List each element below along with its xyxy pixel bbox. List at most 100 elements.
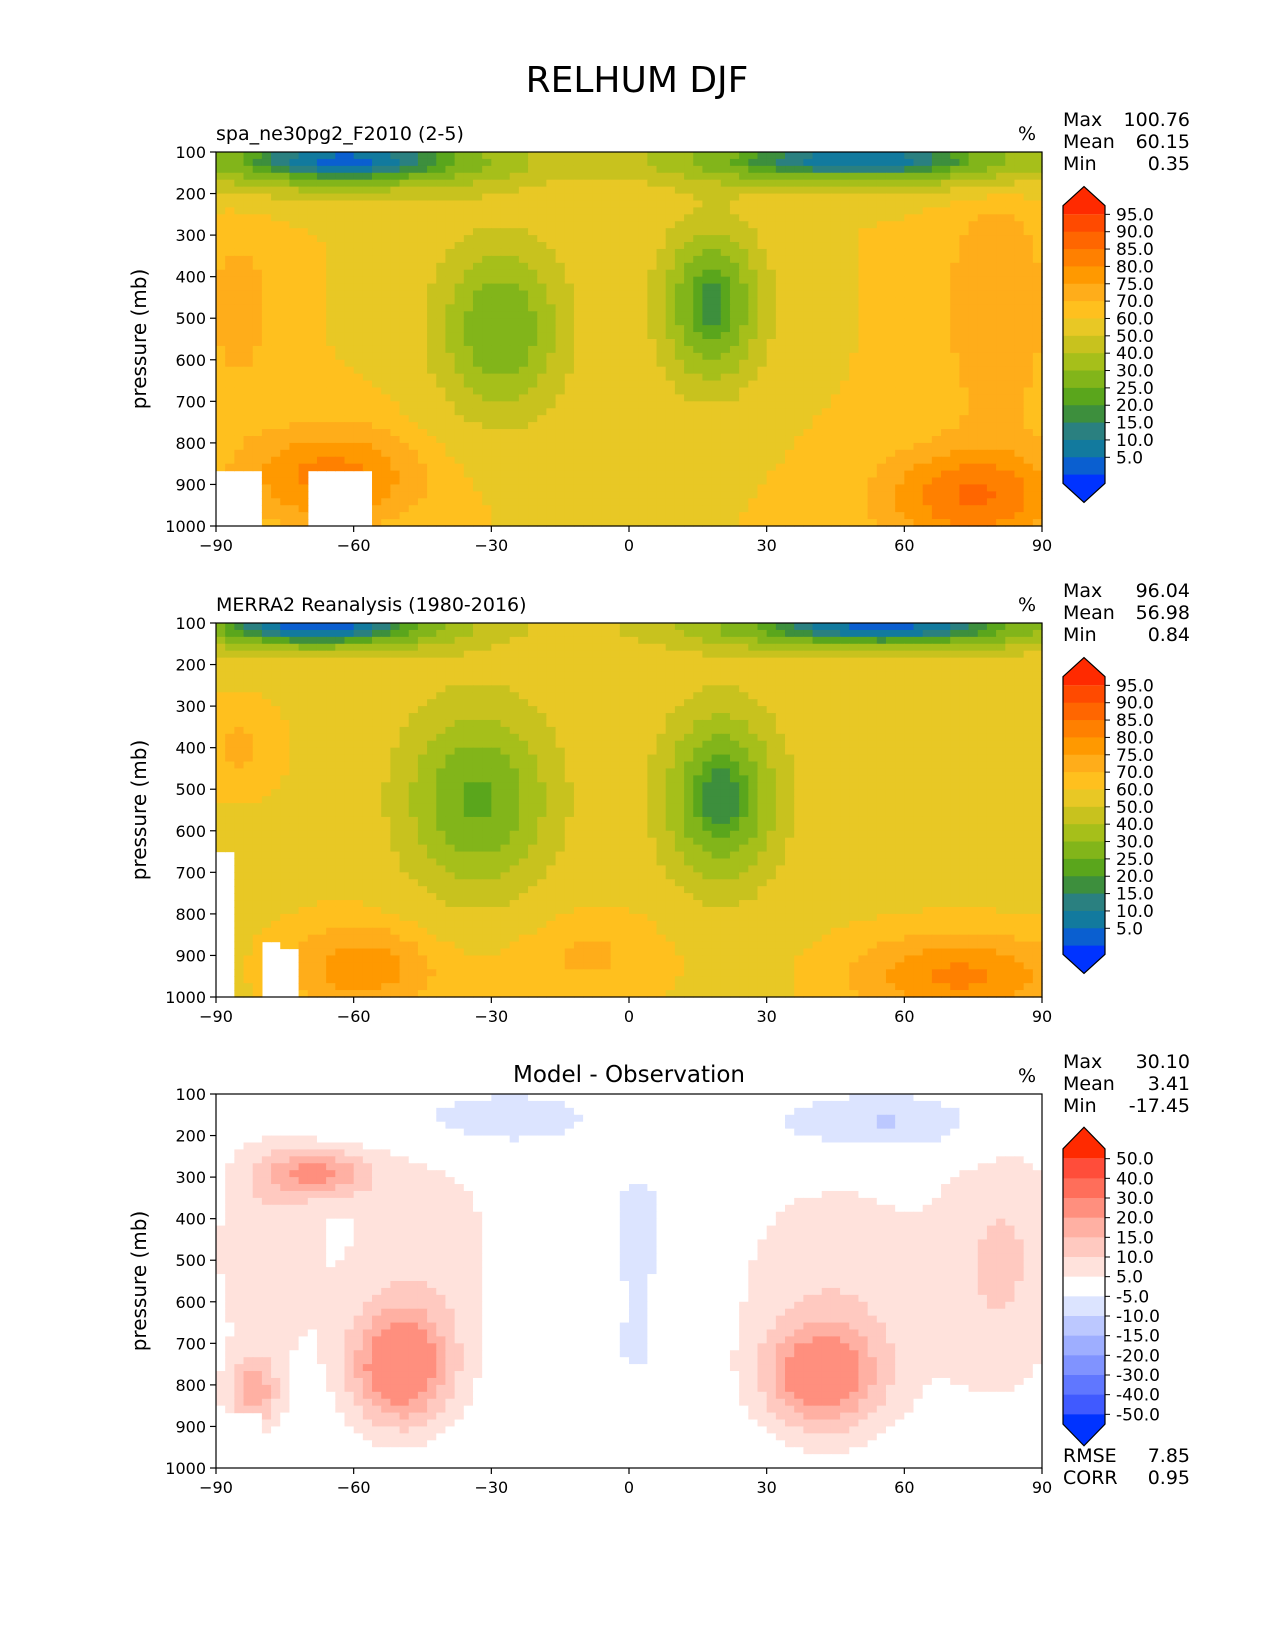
field-cell	[225, 242, 235, 250]
field-cell	[766, 484, 777, 492]
field-cell	[280, 207, 291, 215]
field-cell	[684, 248, 694, 257]
field-cell	[601, 248, 612, 257]
field-cell	[537, 200, 547, 209]
field-cell	[638, 311, 648, 319]
field-cell	[849, 442, 860, 451]
field-cell	[702, 387, 713, 396]
field-cell	[729, 165, 740, 174]
field-cell	[674, 498, 685, 506]
field-cell	[684, 498, 694, 506]
field-cell	[1014, 623, 1025, 631]
field-cell	[629, 290, 639, 299]
field-cell	[225, 449, 235, 458]
field-cell	[684, 221, 694, 229]
field-cell	[592, 491, 603, 499]
field-cell	[941, 158, 951, 167]
field-cell	[307, 339, 318, 347]
field-cell	[372, 456, 382, 465]
field-cell	[261, 152, 272, 160]
field-cell	[941, 255, 951, 264]
field-cell	[555, 373, 566, 382]
field-cell	[225, 172, 235, 181]
field-cell	[629, 477, 639, 486]
field-cell	[996, 394, 1006, 402]
field-cell	[353, 242, 364, 250]
field-cell	[693, 442, 704, 451]
field-cell	[977, 429, 988, 437]
field-cell	[629, 179, 639, 188]
field-cell	[344, 339, 355, 347]
field-cell	[656, 262, 667, 271]
field-cell	[885, 435, 896, 444]
field-cell	[986, 491, 997, 499]
field-cell	[638, 629, 648, 638]
field-cell	[849, 435, 860, 444]
field-cell	[509, 214, 520, 222]
field-cell	[482, 165, 492, 174]
field-cell	[592, 429, 603, 437]
field-cell	[748, 491, 759, 499]
field-cell	[280, 179, 291, 188]
field-cell	[638, 429, 648, 437]
field-cell	[766, 186, 777, 195]
field-cell	[289, 179, 300, 188]
field-cell	[280, 408, 291, 416]
field-cell	[629, 429, 639, 437]
field-cell	[849, 477, 860, 486]
field-cell	[785, 352, 795, 361]
field-cell	[840, 429, 850, 437]
field-cell	[610, 255, 621, 264]
field-cell	[766, 318, 777, 326]
field-cell	[546, 262, 557, 271]
field-cell	[849, 193, 860, 202]
field-cell	[775, 214, 786, 222]
field-cell	[417, 193, 428, 202]
field-cell	[528, 366, 538, 375]
field-cell	[1023, 339, 1034, 347]
field-cell	[885, 179, 896, 188]
field-cell	[840, 422, 850, 430]
field-cell	[739, 415, 749, 423]
field-cell	[1005, 422, 1016, 430]
field-cell	[234, 422, 245, 430]
field-cell	[445, 165, 456, 174]
field-cell	[280, 387, 291, 396]
field-cell	[858, 352, 869, 361]
field-cell	[592, 505, 603, 513]
field-cell	[344, 435, 355, 444]
field-cell	[225, 235, 235, 243]
field-cell	[665, 623, 676, 631]
field-cell	[647, 255, 658, 264]
field-cell	[785, 477, 795, 486]
field-cell	[610, 442, 621, 451]
field-cell	[528, 158, 538, 167]
field-cell	[720, 152, 731, 160]
field-cell	[785, 207, 795, 215]
field-cell	[665, 519, 676, 527]
field-cell	[821, 235, 832, 243]
field-cell	[876, 276, 887, 285]
field-cell	[702, 304, 713, 312]
field-cell	[454, 435, 465, 444]
field-cell	[647, 519, 658, 527]
field-cell	[739, 179, 749, 188]
field-cell	[472, 477, 483, 486]
field-cell	[298, 311, 309, 319]
field-cell	[372, 248, 382, 257]
field-cell	[858, 484, 869, 492]
field-cell	[307, 221, 318, 229]
field-cell	[665, 512, 676, 520]
field-cell	[922, 387, 933, 396]
x-tick-label: −30	[474, 536, 508, 555]
field-cell	[693, 387, 704, 396]
field-cell	[216, 339, 226, 347]
field-cell	[647, 214, 658, 222]
field-cell	[573, 498, 584, 506]
field-cell	[546, 332, 557, 340]
field-cell	[583, 283, 593, 292]
field-cell	[656, 491, 667, 499]
colorbar-swatch	[1063, 266, 1105, 285]
field-cell	[794, 359, 804, 368]
field-cell	[858, 152, 869, 160]
